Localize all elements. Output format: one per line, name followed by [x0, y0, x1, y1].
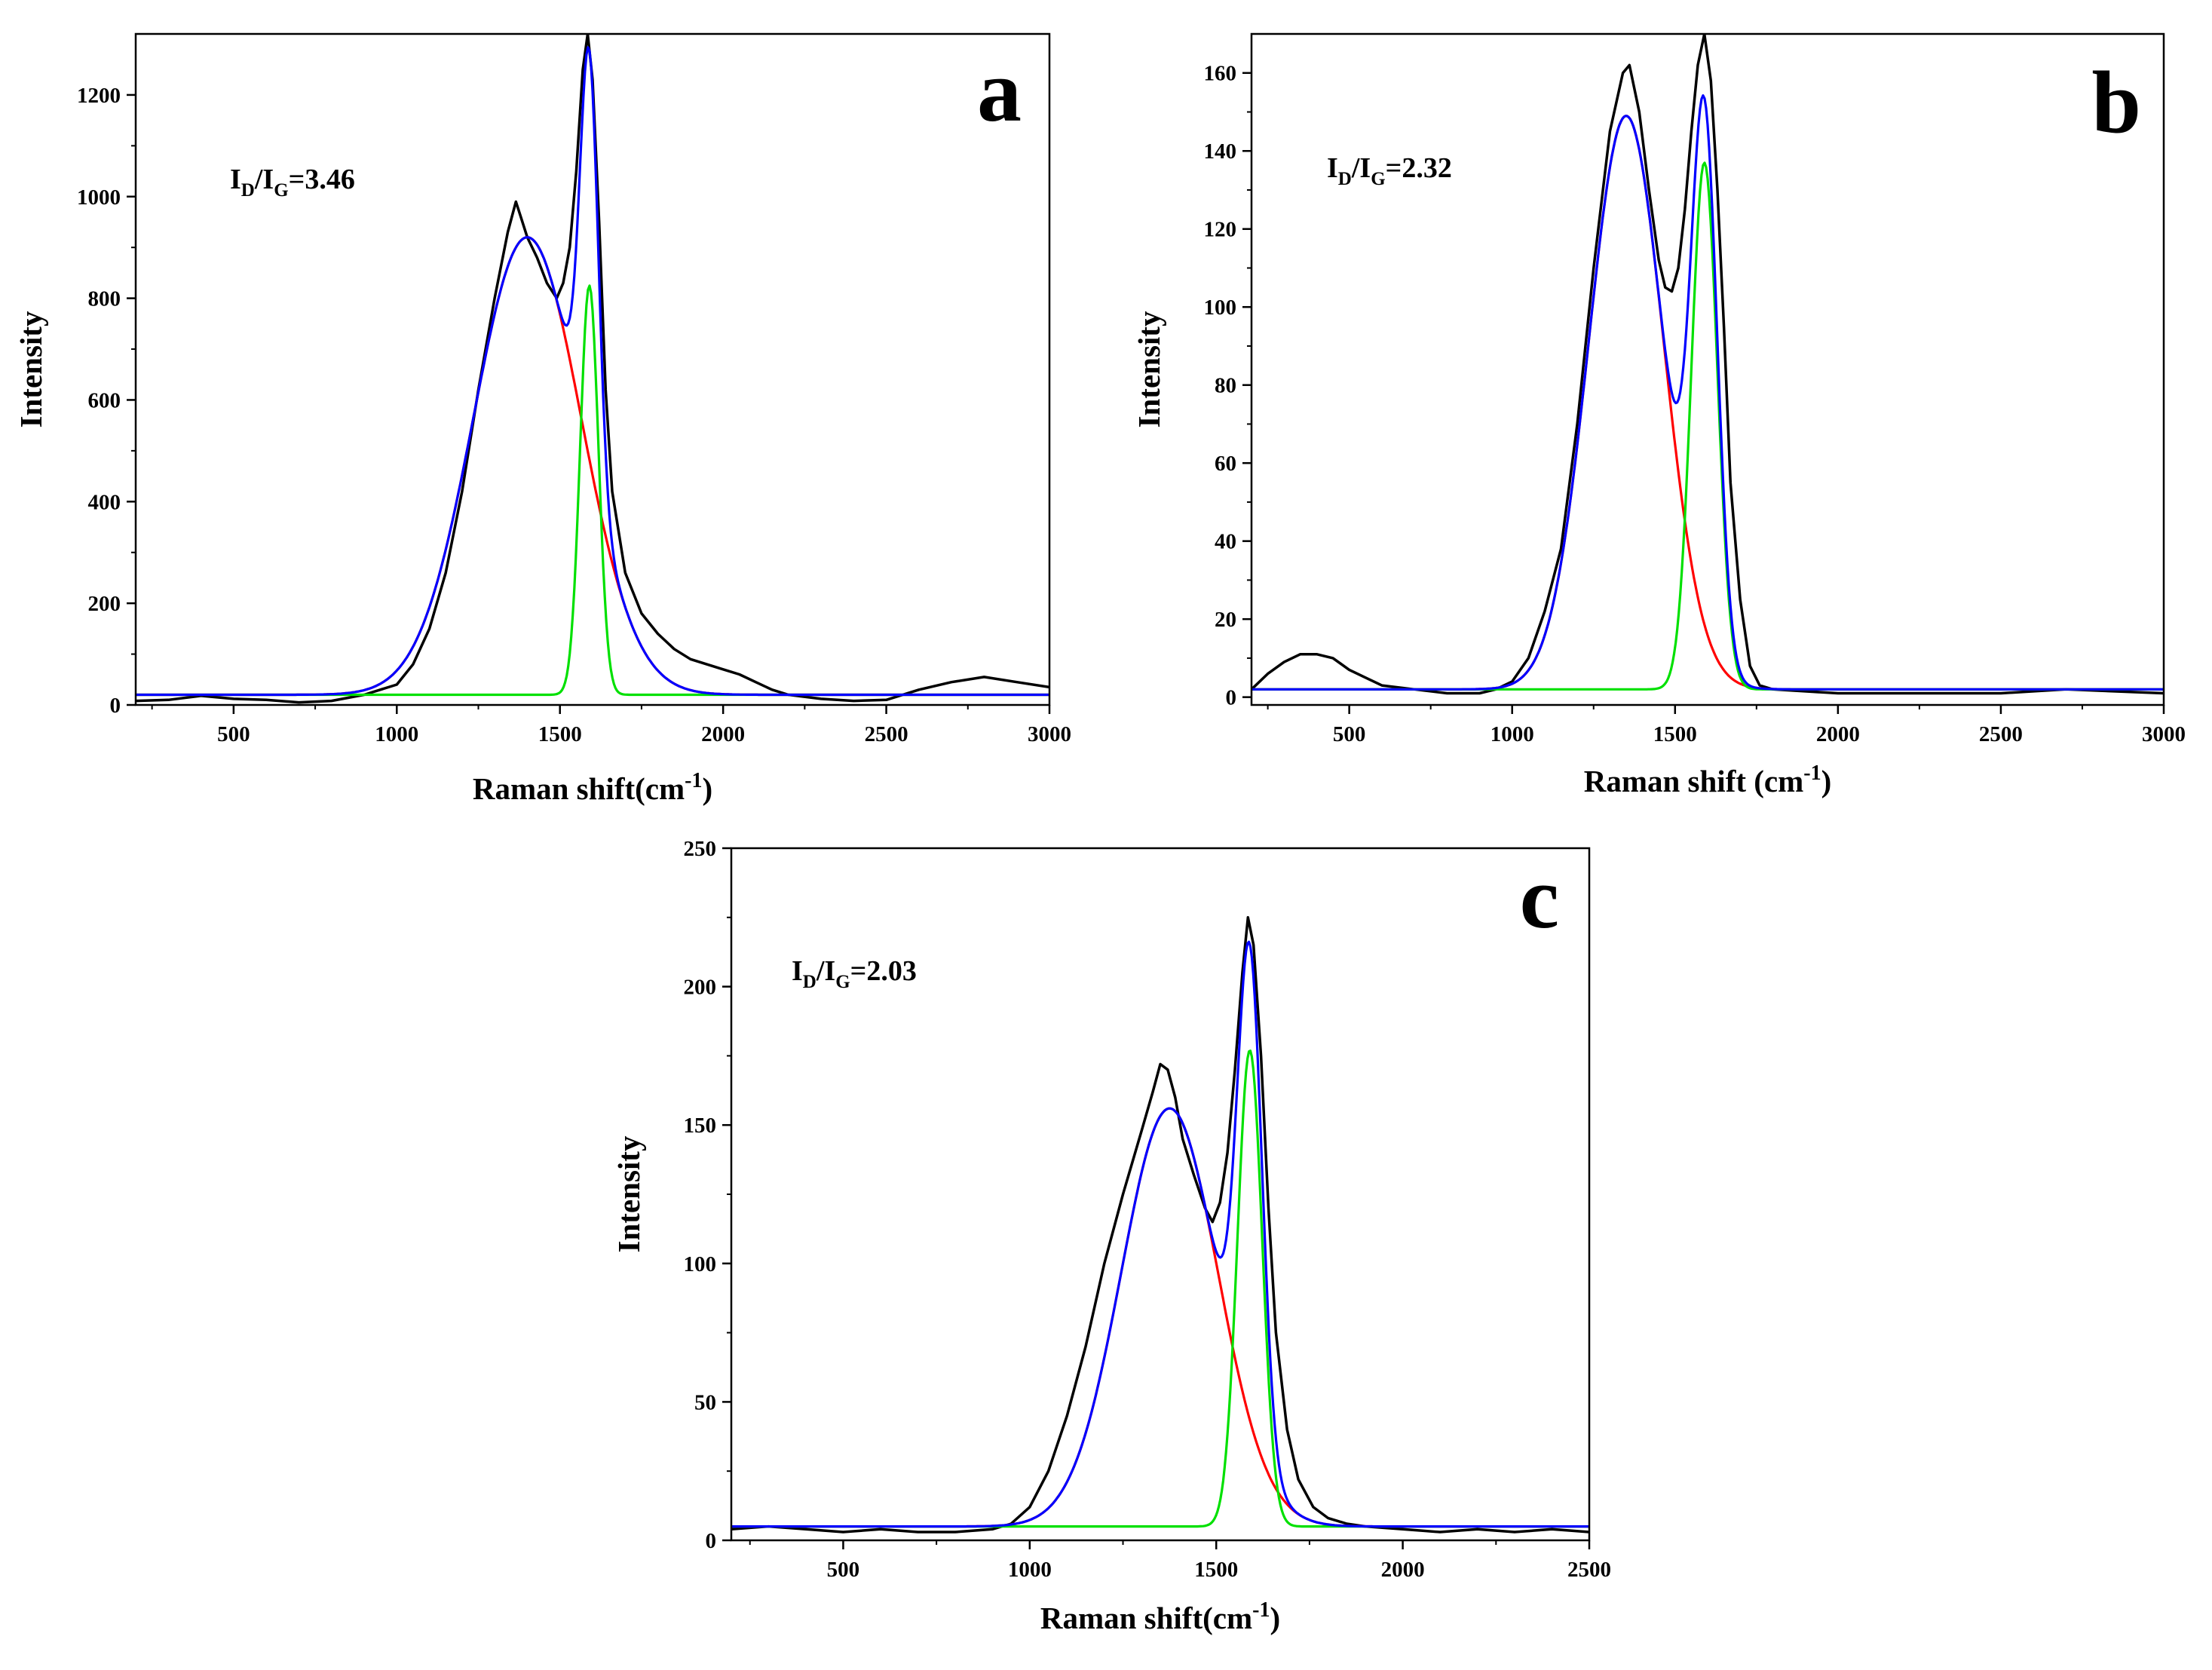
y-tick-label: 1000	[77, 185, 121, 210]
y-tick-label: 50	[694, 1390, 716, 1414]
D-band-fit-line	[1252, 115, 2164, 691]
y-tick-label: 200	[684, 976, 717, 1000]
x-tick-label: 2500	[865, 722, 908, 746]
panel-letter: b	[2091, 53, 2141, 152]
raw-spectrum-line	[1252, 34, 2164, 695]
x-axis-label: Raman shift(cm-1)	[1040, 1598, 1280, 1635]
y-tick-label: 80	[1215, 374, 1236, 398]
y-tick-label: 40	[1215, 530, 1236, 554]
x-tick-label: 500	[1333, 722, 1366, 746]
y-tick-label: 200	[88, 592, 121, 616]
x-tick-label: 1000	[1008, 1558, 1052, 1582]
panel-a: 500 1000 1500 2000 2500 3000 0 200 400 600 800 1000…	[14, 32, 1071, 806]
y-tick-label: 1200	[77, 84, 121, 108]
x-tick-label: 1500	[538, 722, 582, 746]
y-tick-label: 120	[1204, 218, 1237, 242]
x-tick-label: 2000	[701, 722, 745, 746]
id-ig-ratio-annotation: ID/IG=2.03	[792, 955, 917, 992]
x-tick-label: 3000	[1028, 722, 1071, 746]
y-tick-label: 20	[1215, 608, 1236, 632]
G-band-fit-line	[731, 1049, 1589, 1528]
x-tick-label: 1000	[1490, 722, 1534, 746]
panel-b: 500 1000 1500 2000 2500 3000 0 20 40 60 80 100 120 14…	[1132, 32, 2186, 798]
plot-frame	[1250, 32, 2165, 706]
y-tick-label: 0	[706, 1529, 717, 1553]
x-tick-label: 1500	[1194, 1558, 1238, 1582]
G-band-fit-line	[136, 284, 1049, 697]
id-ig-ratio-annotation: ID/IG=2.32	[1327, 152, 1452, 189]
y-tick-label: 0	[110, 694, 121, 718]
y-tick-label: 0	[1226, 686, 1237, 710]
plot-curves	[136, 34, 1049, 704]
y-tick-label: 400	[88, 490, 121, 514]
plot-curves	[731, 916, 1589, 1534]
y-tick-label: 800	[88, 287, 121, 311]
plot-frame	[134, 32, 1051, 706]
y-tick-label: 140	[1204, 139, 1237, 164]
y-tick-label: 250	[684, 837, 717, 861]
y-tick-label: 600	[88, 388, 121, 412]
x-tick-label: 500	[827, 1558, 860, 1582]
y-axis-label: Intensity	[14, 311, 48, 427]
G-band-fit-line	[1252, 161, 2164, 691]
y-tick-label: 160	[1204, 62, 1237, 86]
panel-c: 500 1000 1500 2000 2500 0 50 100 150 200 250 Raman …	[611, 837, 1611, 1635]
raw-spectrum-line	[136, 34, 1049, 704]
panel-letter: c	[1520, 848, 1559, 947]
y-axis-label: Intensity	[1132, 311, 1166, 427]
id-ig-ratio-annotation: ID/IG=3.46	[230, 164, 355, 201]
D-band-fit-line	[731, 1107, 1589, 1528]
x-tick-label: 1500	[1653, 722, 1697, 746]
x-tick-label: 2500	[1567, 1558, 1611, 1582]
x-tick-label: 500	[217, 722, 250, 746]
y-tick-label: 60	[1215, 452, 1236, 476]
y-tick-label: 100	[684, 1252, 717, 1276]
cumulative-fit-line	[731, 940, 1589, 1528]
cumulative-fit-line	[136, 46, 1049, 697]
x-tick-label: 2000	[1381, 1558, 1425, 1582]
plot-frame	[730, 847, 1591, 1542]
raw-spectrum-line	[731, 916, 1589, 1534]
x-tick-label: 2000	[1816, 722, 1860, 746]
y-tick-label: 150	[684, 1114, 717, 1138]
x-tick-label: 2500	[1979, 722, 2023, 746]
cumulative-fit-line	[1252, 94, 2164, 691]
x-axis-label: Raman shift(cm-1)	[473, 769, 712, 806]
x-tick-label: 1000	[375, 722, 418, 746]
x-axis-label: Raman shift (cm-1)	[1584, 761, 1832, 798]
panel-letter: a	[977, 41, 1022, 140]
plot-curves	[1252, 34, 2164, 695]
y-axis-label: Intensity	[611, 1135, 646, 1252]
y-tick-label: 100	[1204, 296, 1237, 320]
x-tick-label: 3000	[2142, 722, 2186, 746]
